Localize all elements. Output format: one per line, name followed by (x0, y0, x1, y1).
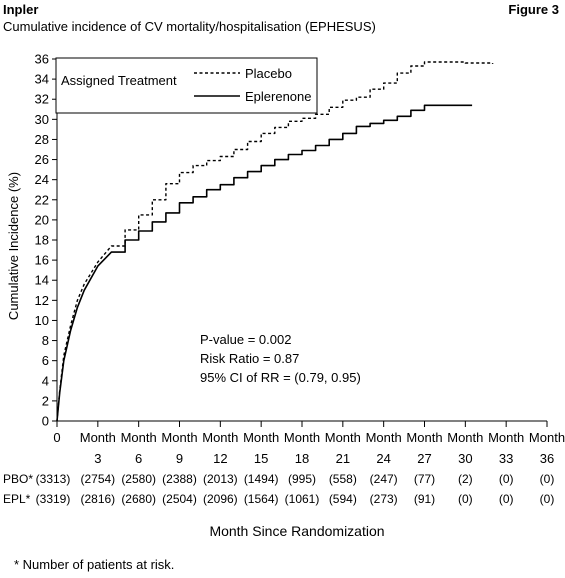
x-tick-label: 33 (499, 451, 513, 466)
risk-table-cell: (0) (540, 492, 555, 506)
risk-table-cell: (0) (540, 472, 555, 486)
legend-box (55, 57, 318, 114)
y-tick-label: 6 (42, 353, 49, 368)
x-tick-month-word: Month (80, 430, 116, 445)
risk-table-row-label: PBO* (3, 472, 33, 486)
risk-table-cell: (91) (414, 492, 435, 506)
risk-table-cell: (247) (370, 472, 398, 486)
x-tick-month-word: Month (529, 430, 565, 445)
y-tick-label: 20 (35, 212, 49, 227)
x-tick-label: 6 (135, 451, 142, 466)
y-tick-label: 4 (42, 373, 49, 388)
y-tick-label: 16 (35, 253, 49, 268)
chart-series (56, 61, 494, 422)
y-tick-label: 22 (35, 192, 49, 207)
x-tick-month-word: Month (161, 430, 197, 445)
ci-annotation: 95% CI of RR = (0.79, 0.95) (200, 370, 361, 385)
x-tick-month-word: Month (447, 430, 483, 445)
y-axis-label: Cumulative Incidence (%) (6, 172, 21, 320)
risk-table-cell: (0) (499, 472, 514, 486)
y-tick-label: 24 (35, 172, 49, 187)
x-tick-month-word: Month (202, 430, 238, 445)
legend-title: Assigned Treatment (61, 73, 177, 88)
y-tick-label: 12 (35, 293, 49, 308)
x-tick-label: 0 (53, 430, 60, 445)
risk-table-cell: (558) (329, 472, 357, 486)
x-tick-month-word: Month (366, 430, 402, 445)
x-tick-month-word: Month (243, 430, 279, 445)
risk-table-cell: (273) (370, 492, 398, 506)
risk-table-row-label: EPL* (3, 492, 31, 506)
risk-table-cell: (2) (458, 472, 473, 486)
x-tick-label: 3 (94, 451, 101, 466)
y-tick-label: 30 (35, 112, 49, 127)
y-tick-label: 34 (35, 72, 49, 87)
x-tick-label: 12 (213, 451, 227, 466)
figure-label: Figure 3 (508, 2, 559, 17)
y-tick-label: 0 (42, 414, 49, 429)
header-left-title: Inpler (3, 2, 39, 17)
risk-table-cell: (2096) (203, 492, 238, 506)
y-tick-label: 26 (35, 152, 49, 167)
x-tick-label: 27 (417, 451, 431, 466)
x-tick-month-word: Month (325, 430, 361, 445)
y-tick-label: 2 (42, 393, 49, 408)
x-tick-label: 36 (540, 451, 554, 466)
x-tick-label: 15 (254, 451, 268, 466)
risk-ratio-annotation: Risk Ratio = 0.87 (200, 351, 299, 366)
risk-table-cell: (3313) (36, 472, 71, 486)
series-line-placebo (56, 61, 494, 422)
risk-table-cell: (2816) (80, 492, 115, 506)
x-tick-label: 30 (458, 451, 472, 466)
y-tick-label: 32 (35, 92, 49, 107)
risk-table-cell: (1564) (244, 492, 279, 506)
y-tick-label: 10 (35, 313, 49, 328)
series-line-eplerenone (56, 104, 473, 422)
y-tick-label: 14 (35, 273, 49, 288)
x-tick-label: 18 (295, 451, 309, 466)
x-tick-label: 9 (176, 451, 183, 466)
y-tick-label: 36 (35, 52, 49, 67)
p-value-annotation: P-value = 0.002 (200, 332, 291, 347)
footnote: * Number of patients at risk. (14, 557, 175, 572)
risk-table-cell: (1061) (285, 492, 320, 506)
risk-table-cell: (3319) (36, 492, 71, 506)
risk-table-cell: (995) (288, 472, 316, 486)
x-axis-label: Month Since Randomization (209, 523, 384, 539)
x-tick-month-word: Month (406, 430, 442, 445)
legend-eplerenone-label: Eplerenone (245, 89, 312, 104)
risk-table-cell: (594) (329, 492, 357, 506)
y-tick-label: 28 (35, 132, 49, 147)
risk-table-cell: (2504) (162, 492, 197, 506)
x-tick-month-word: Month (284, 430, 320, 445)
legend: Assigned Treatment Placebo Eplerenone (55, 57, 318, 114)
risk-table-cell: (2580) (121, 472, 156, 486)
x-tick-label: 21 (336, 451, 350, 466)
risk-table-cell: (0) (458, 492, 473, 506)
risk-table-cell: (2388) (162, 472, 197, 486)
risk-table-cell: (2013) (203, 472, 238, 486)
x-tick-label: 24 (376, 451, 390, 466)
x-tick-month-word: Month (488, 430, 524, 445)
risk-table-cell: (1494) (244, 472, 279, 486)
stats-annotations: P-value = 0.002 Risk Ratio = 0.87 95% CI… (200, 332, 361, 385)
legend-placebo-label: Placebo (245, 66, 292, 81)
risk-table-cell: (2680) (121, 492, 156, 506)
risk-table-cell: (77) (414, 472, 435, 486)
risk-table-cell: (0) (499, 492, 514, 506)
risk-table-cell: (2754) (80, 472, 115, 486)
chart-subtitle: Cumulative incidence of CV mortality/hos… (3, 19, 376, 34)
y-tick-label: 18 (35, 233, 49, 248)
x-tick-month-word: Month (121, 430, 157, 445)
risk-table: PBO* (3313) (2754) (2580) (2388) (2013) (1494)… (3, 472, 554, 506)
y-tick-label: 8 (42, 333, 49, 348)
